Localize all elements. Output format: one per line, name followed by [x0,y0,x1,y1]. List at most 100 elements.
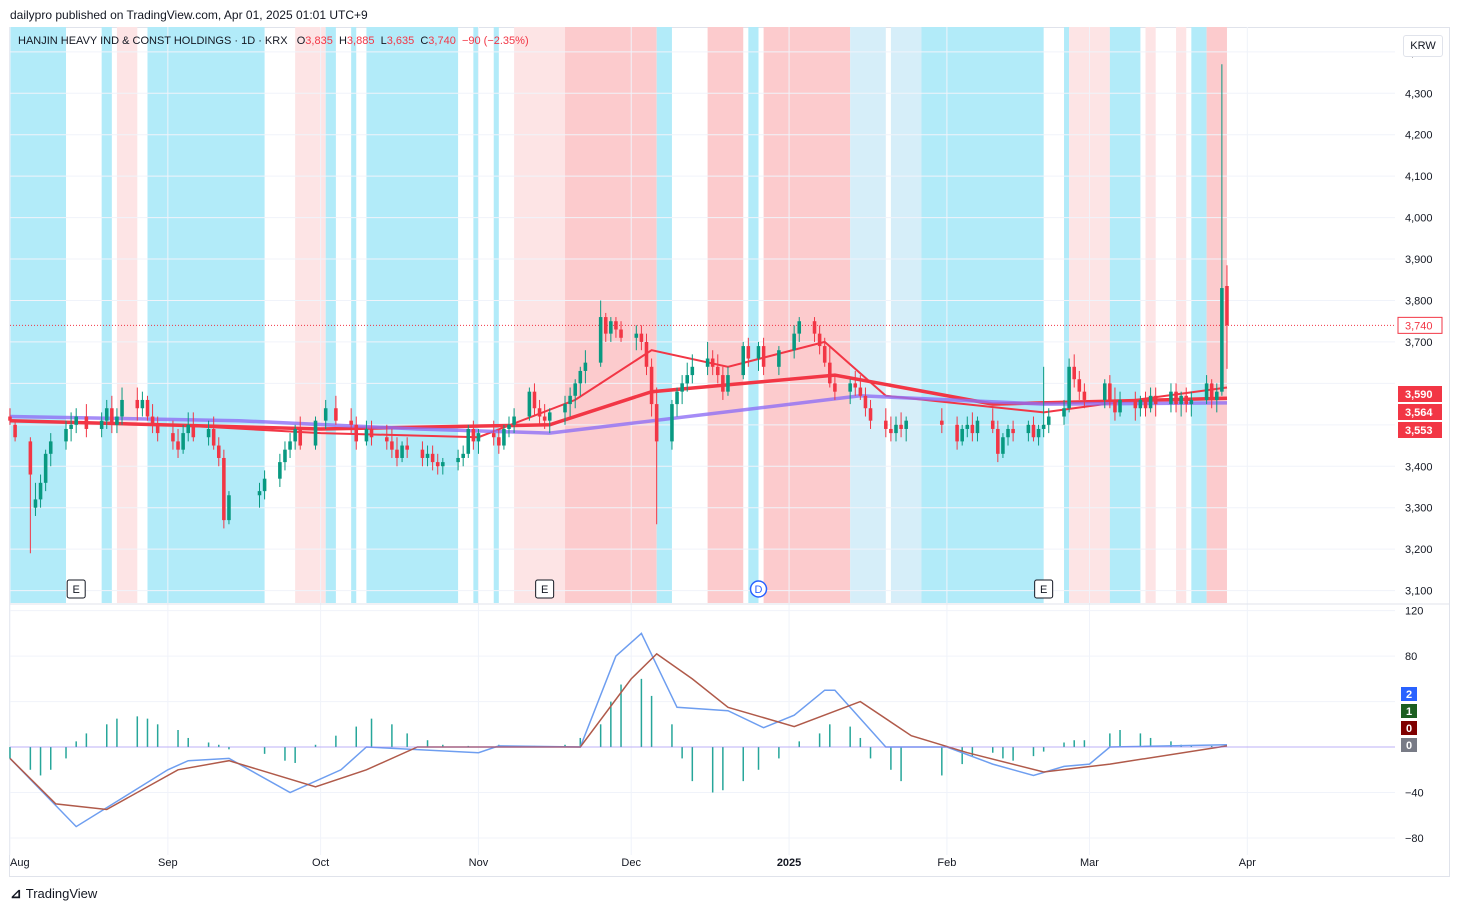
candle [619,321,623,342]
earnings-icon [66,579,86,599]
candle-body [1148,395,1153,409]
price-tick-label: 4,100 [1405,171,1433,183]
candle-body [33,499,38,508]
legend-change: −90 (−2.35%) [461,35,529,47]
price-tick-label: 3,200 [1405,544,1433,556]
candle [858,375,863,400]
candle-body [598,317,603,363]
price-tick-label: 3,700 [1405,337,1433,349]
candle [48,433,53,467]
candle [206,420,211,446]
event-marker-label: E [1040,584,1047,596]
candle-body [38,482,43,500]
candle [568,387,572,417]
candle-body [323,408,328,421]
candle-body [48,441,53,454]
time-axis: Aug Sep Oct Nov Dec 2025 Feb Mar Apr [10,857,1256,869]
candle-body [425,453,430,458]
candle [634,325,639,351]
candle [405,437,409,458]
candle [262,470,267,500]
candle [1108,375,1112,409]
macd-value-text: 2 [1406,689,1412,701]
candle [715,354,720,384]
candle [476,428,481,454]
price-tick-label: 4,200 [1405,130,1433,142]
candle [349,408,353,434]
macd-value-label: 1 [1401,704,1417,718]
background-band [295,27,326,603]
candle [364,420,369,446]
candle-body [996,428,1000,454]
candle-body [822,346,827,363]
candle [761,337,766,376]
candle [171,420,175,450]
legend-low-label: L [380,35,387,47]
candle [884,408,888,438]
candle [1133,391,1138,421]
candle-body [583,362,588,371]
candle-body [537,408,542,417]
candle-body [262,478,267,492]
price-tick-label: 3,900 [1405,254,1433,266]
time-tick-label: Oct [312,857,329,869]
candle-body [1041,424,1046,429]
candle [1148,387,1153,413]
background-band [565,27,657,603]
candle-body [222,457,226,521]
candle-body [573,383,577,396]
candle-body [726,375,730,392]
candle-body [884,420,888,429]
candle [441,457,445,475]
candle [1118,391,1122,417]
event-marker-dividend[interactable]: D [749,580,768,598]
candle-body [28,441,33,475]
legend-close: 3,740 [428,35,456,47]
legend-high: 3,885 [346,35,375,47]
candle-body [69,424,73,429]
candle [654,387,659,525]
candle-body [84,416,89,429]
candle [64,420,68,450]
candle [1072,354,1076,388]
candle-body [741,346,746,376]
legend-open: 3,835 [305,35,333,47]
candle [537,399,542,425]
candle-body [634,333,639,338]
candle [257,482,262,508]
candle-body [568,395,572,405]
candle [323,399,328,429]
candle-body [1138,399,1143,409]
event-marker-earnings[interactable]: E [535,579,555,599]
legend-symbol: HANJIN HEAVY IND & CONST HOLDINGS · 1D ·… [18,35,288,47]
candle-body [155,424,160,434]
price-tick-label: 4,300 [1405,88,1433,100]
event-marker-earnings[interactable]: E [1034,579,1054,599]
candle [1189,391,1194,417]
currency-button[interactable]: KRW [1403,35,1443,57]
candle [1179,391,1183,417]
candle-body [507,424,511,429]
dividend-icon [749,580,768,598]
candle-body [940,420,944,425]
candle [145,395,150,421]
macd-pane: −80 −40 80 120 2 1 0 0 [9,606,1424,845]
candle [644,333,649,376]
candle [894,416,898,442]
legend-close-label: C [420,35,429,47]
event-marker-earnings[interactable]: E [66,579,86,599]
candle [547,408,552,434]
candle [420,441,425,467]
candle-body [8,416,12,421]
macd-line-signal [9,652,1228,811]
tradingview-logo[interactable]: ⊿ TradingView [10,885,97,902]
candle [8,408,12,425]
price-label-text: 3,740 [1405,320,1433,332]
candle [293,424,297,450]
candle-body [497,437,501,446]
candle-body [140,399,145,409]
background-band [890,27,922,603]
symbol-legend: HANJIN HEAVY IND & CONST HOLDINGS · 1D ·… [18,35,529,47]
candle [1046,408,1051,434]
